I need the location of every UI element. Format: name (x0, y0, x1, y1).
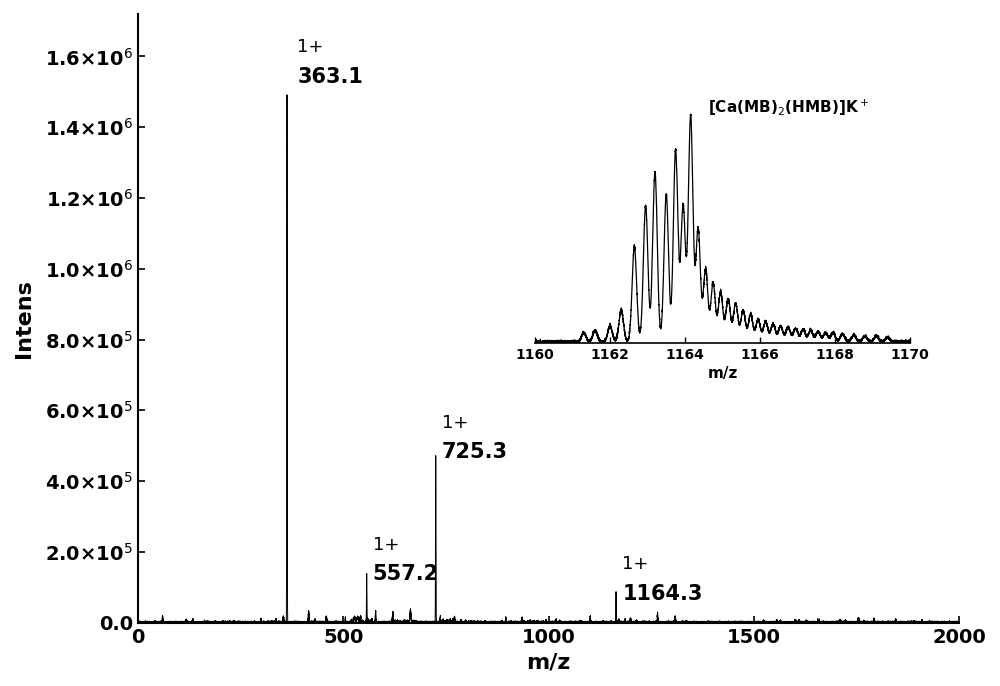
Text: 725.3: 725.3 (442, 442, 508, 462)
Text: 1164.3: 1164.3 (622, 584, 703, 604)
Text: [Ca(MB)$_2$(HMB)]K$^+$: [Ca(MB)$_2$(HMB)]K$^+$ (708, 98, 868, 119)
Y-axis label: Intens: Intens (14, 279, 34, 357)
X-axis label: m/z: m/z (707, 366, 738, 381)
Text: 1+: 1+ (442, 414, 468, 431)
Text: 1+: 1+ (622, 555, 649, 573)
Text: 1+: 1+ (373, 536, 399, 554)
Text: 557.2: 557.2 (373, 565, 439, 584)
Text: 1+: 1+ (297, 38, 324, 56)
Text: 363.1: 363.1 (297, 67, 363, 87)
X-axis label: m/z: m/z (526, 652, 571, 672)
